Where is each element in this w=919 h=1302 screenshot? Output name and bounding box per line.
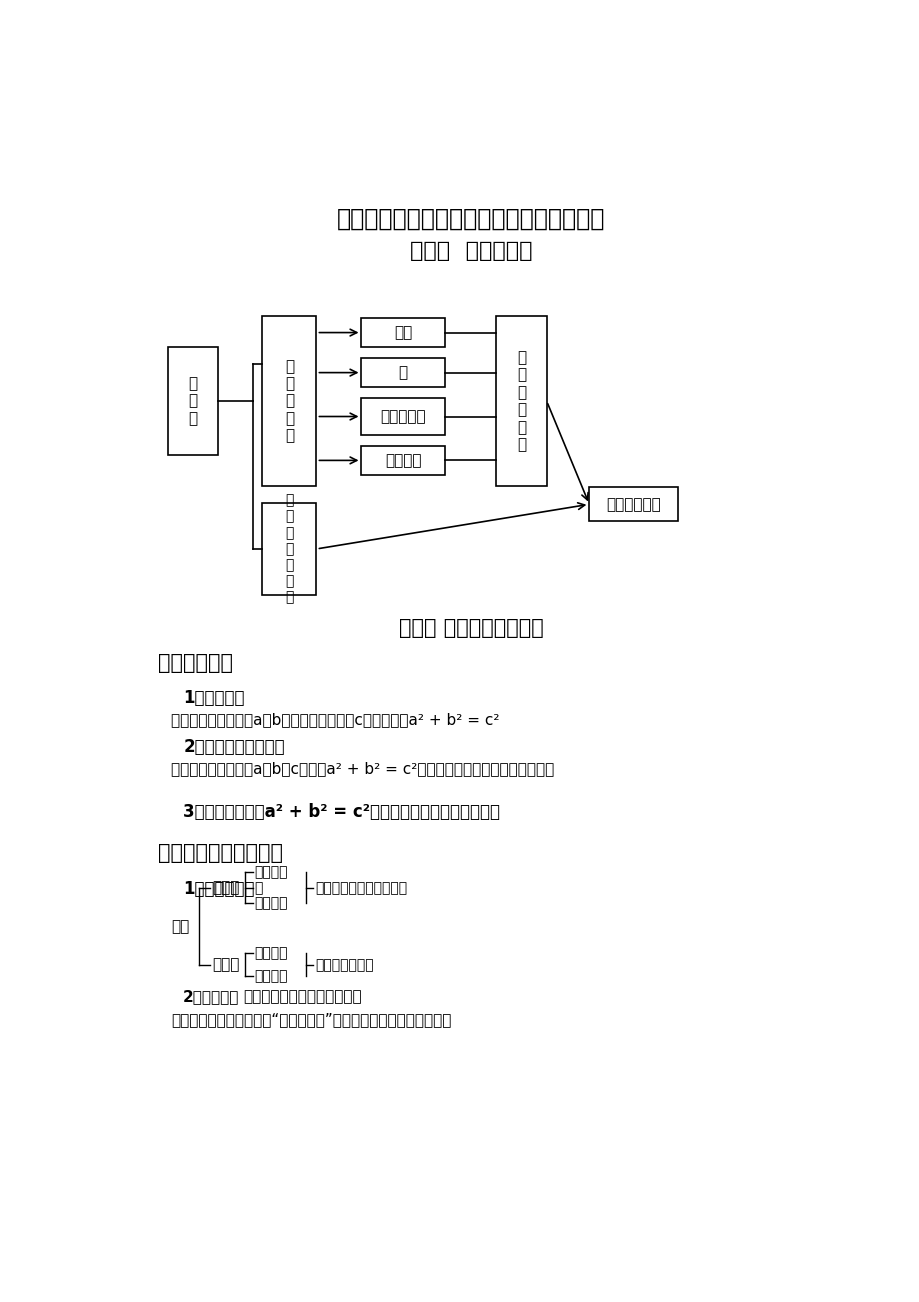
Text: 无理数: 无理数 (211, 957, 239, 973)
Text: 3、勾股数：满足a² + b² = c²的三个正整数，称为勾股数。: 3、勾股数：满足a² + b² = c²的三个正整数，称为勾股数。 (183, 803, 500, 822)
Text: 等腰三角形: 等腰三角形 (380, 409, 425, 424)
Text: 设
计
轴
对
称
图
案: 设 计 轴 对 称 图 案 (285, 493, 293, 604)
Text: 苏教版《数学》（八年级上册）知识点总结: 苏教版《数学》（八年级上册）知识点总结 (337, 206, 605, 230)
Text: 角: 角 (398, 365, 407, 380)
Text: 1、勾股定理: 1、勾股定理 (183, 689, 244, 707)
Text: 负有理数: 负有理数 (255, 896, 288, 910)
Text: 实数: 实数 (171, 919, 188, 934)
Bar (361, 358, 445, 387)
Text: 第一章  轴对称图形: 第一章 轴对称图形 (410, 241, 532, 260)
Text: 1、实数的分类: 1、实数的分类 (183, 880, 255, 898)
Text: 二、实数的概念及分类: 二、实数的概念及分类 (157, 844, 282, 863)
Bar (361, 445, 445, 475)
Bar (167, 348, 218, 454)
Bar (589, 487, 677, 521)
Bar (495, 316, 546, 486)
Bar (361, 318, 445, 348)
Text: 2、无理数：: 2、无理数： (183, 990, 239, 1004)
Text: 在理解无理数时，要抓住“无限不循环”这一时之，归纳起来有四类：: 在理解无理数时，要抓住“无限不循环”这一时之，归纳起来有四类： (171, 1013, 450, 1027)
Text: 如果三角形的三边长a，b，c有关糽a² + b² = c²，那么这个三角形是直角三角形。: 如果三角形的三边长a，b，c有关糽a² + b² = c²，那么这个三角形是直角… (171, 760, 553, 776)
Text: 一．勾股定理: 一．勾股定理 (157, 652, 233, 673)
Text: 无限不循环小数叫做无理数。: 无限不循环小数叫做无理数。 (244, 990, 362, 1004)
Text: 轴
对
称
的
性
质: 轴 对 称 的 性 质 (516, 350, 526, 452)
Text: 轴对称的应用: 轴对称的应用 (606, 497, 661, 512)
Text: 正有理数: 正有理数 (255, 866, 288, 879)
Bar (262, 503, 316, 595)
Text: 轴
对
称: 轴 对 称 (188, 376, 198, 426)
Text: 零: 零 (255, 880, 263, 894)
Text: 有理数: 有理数 (211, 880, 239, 896)
Text: 等腰梯形: 等腰梯形 (385, 453, 421, 467)
Text: 第二章 勾股定理与平方根: 第二章 勾股定理与平方根 (399, 618, 543, 638)
Bar (262, 316, 316, 486)
Text: 有限小数和无限循环小数: 有限小数和无限循环小数 (314, 880, 406, 894)
Text: 直角三角形两直角边a，b的平方和等于斜边c的平方，即a² + b² = c²: 直角三角形两直角边a，b的平方和等于斜边c的平方，即a² + b² = c² (171, 712, 499, 728)
Text: 无限不循环小数: 无限不循环小数 (314, 958, 373, 971)
Text: 负无理数: 负无理数 (255, 969, 288, 983)
Text: 正无理数: 正无理数 (255, 947, 288, 960)
Text: 轴
对
称
图
形: 轴 对 称 图 形 (285, 359, 293, 444)
Text: 2、勾股定理的逆定理: 2、勾股定理的逆定理 (183, 738, 285, 755)
Bar (361, 398, 445, 435)
Text: 线段: 线段 (393, 326, 412, 340)
